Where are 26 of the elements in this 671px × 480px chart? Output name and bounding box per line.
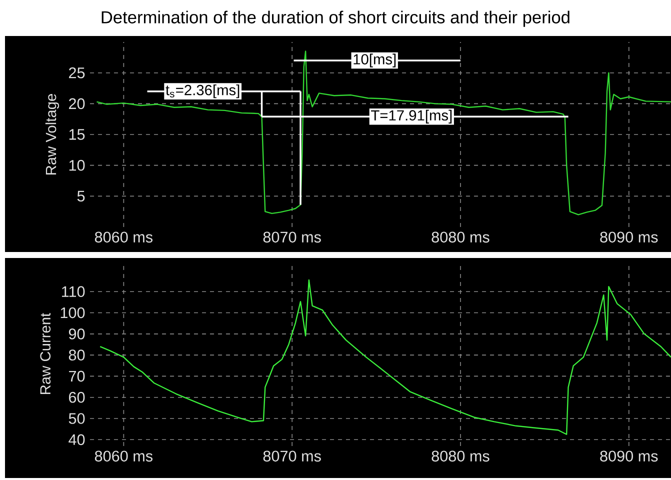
y-tick-label: 70: [69, 370, 85, 382]
x-tick-label: 8090 ms: [600, 232, 658, 243]
y-tick-label: 110: [62, 286, 85, 298]
y-tick-label: 90: [68, 328, 85, 340]
y-tick-label: 5: [77, 190, 85, 202]
annotation: T=17.91[ms]: [371, 110, 452, 124]
y-tick-label: 50: [68, 413, 85, 424]
y-tick-label: 20: [69, 98, 85, 110]
y-tick-label: 60: [69, 392, 85, 403]
chart-title: Determination of the duration of short circuits and their period: [102, 10, 570, 27]
y-tick-label: 10: [69, 160, 85, 171]
x-tick-label: 8080 ms: [432, 450, 490, 462]
y-tick-label: 80: [68, 350, 85, 360]
y-tick-label: 15: [69, 129, 85, 140]
annotation: 10[ms]: [354, 54, 396, 68]
y-axis-title: Raw Current: [40, 312, 51, 394]
x-tick-label: 8070 ms: [263, 232, 321, 243]
y-axis-title: Raw Voltage: [45, 94, 60, 174]
y-tick-label: 40: [68, 434, 85, 446]
y-tick-label: 25: [69, 67, 85, 78]
x-tick-label: 8070 ms: [263, 450, 321, 462]
x-tick-label: 8090 ms: [600, 450, 658, 462]
x-tick-label: 8080 ms: [432, 232, 490, 243]
y-tick-label: 100: [60, 307, 85, 318]
x-tick-label: 8060 ms: [94, 232, 153, 243]
x-tick-label: 8060 ms: [94, 450, 153, 462]
